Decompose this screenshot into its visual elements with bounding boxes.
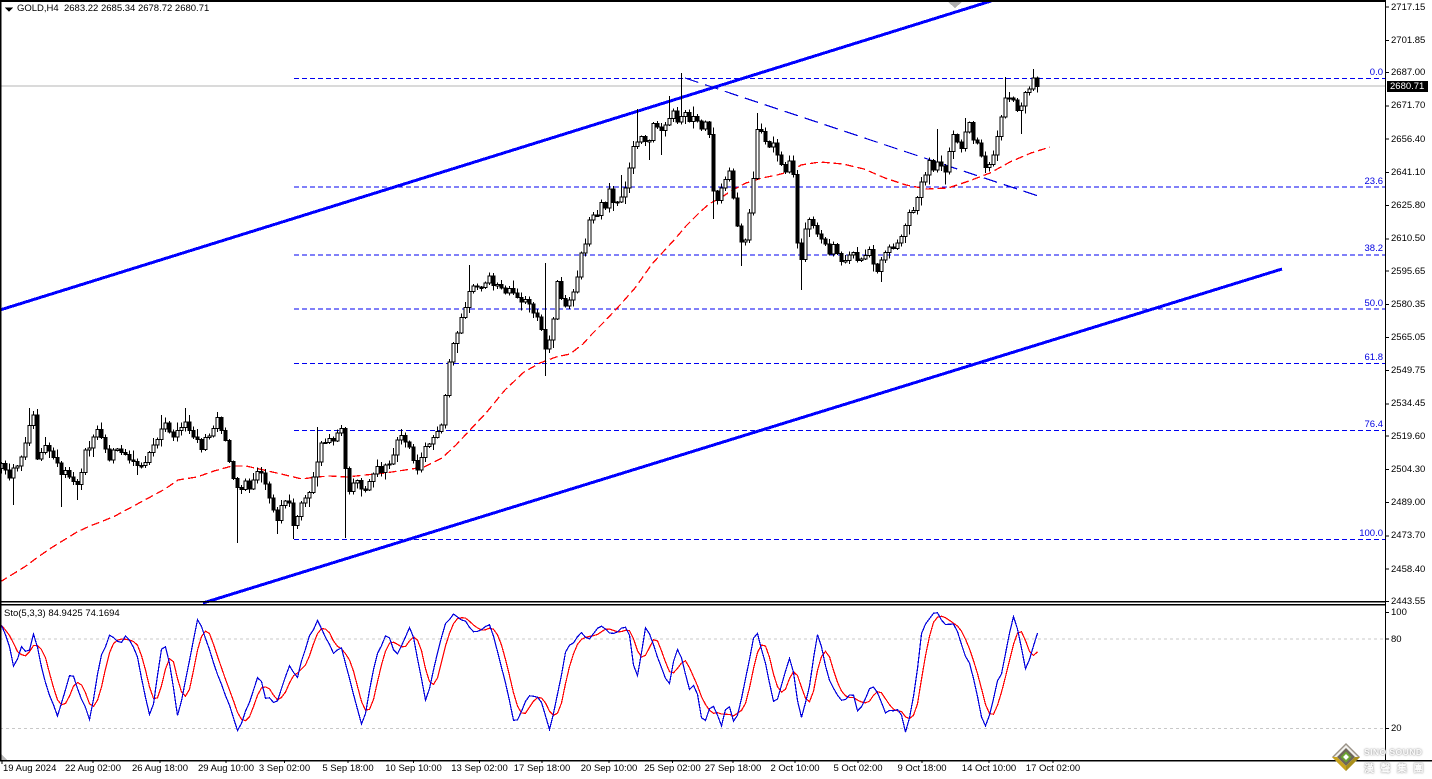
svg-text:漢聲集團: 漢聲集團 — [1364, 762, 1430, 775]
svg-text:SINO SOUND: SINO SOUND — [1364, 747, 1422, 757]
